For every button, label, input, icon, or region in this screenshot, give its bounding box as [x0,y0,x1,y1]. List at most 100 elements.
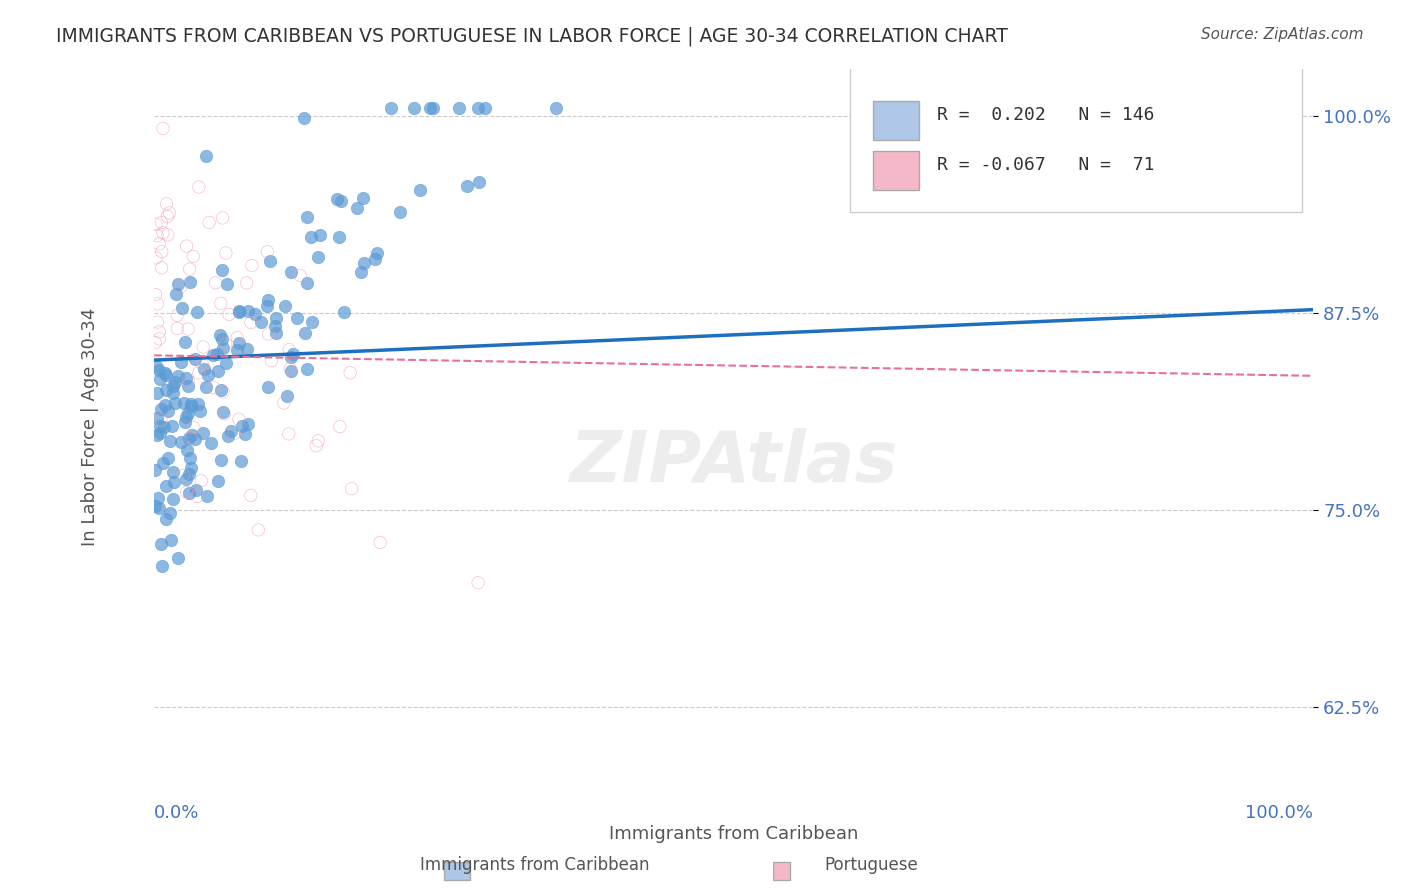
Point [215,277,238,292]
Point [150,215,173,229]
Point [143,499,166,513]
Point [180,460,202,475]
Point [152,121,174,136]
Point [212,404,235,418]
Point [211,262,233,277]
Point [149,426,172,441]
Point [211,211,233,225]
Point [209,383,232,397]
Point [193,340,215,354]
Point [177,406,200,420]
Point [166,369,188,384]
Point [179,431,201,445]
Point [146,491,169,505]
Point [215,337,238,351]
Point [180,400,202,414]
Point [228,303,250,318]
Point [170,279,193,293]
Point [177,467,200,481]
Point [467,101,489,115]
Point [152,226,174,240]
Point [194,380,217,394]
Point [250,315,273,329]
Bar [773,862,790,880]
Point [145,359,167,374]
Point [146,228,169,243]
Point [229,454,252,468]
Point [389,204,412,219]
Point [329,419,352,434]
Point [350,265,373,279]
Point [187,366,209,380]
Point [173,415,195,429]
Point [243,308,266,322]
Point [177,486,200,500]
Point [339,366,361,380]
Text: R =  0.202   N = 146: R = 0.202 N = 146 [936,106,1154,124]
Point [176,443,198,458]
Point [215,246,238,260]
Point [235,276,257,290]
Text: ZIPAtlas: ZIPAtlas [569,428,898,498]
Point [145,411,167,425]
Point [260,353,283,368]
Point [256,244,278,259]
Point [150,244,173,259]
Point [173,395,195,409]
Point [152,420,174,434]
Point [156,210,179,224]
Point [165,287,187,301]
Point [209,328,232,343]
Point [149,371,172,385]
Bar [444,862,470,880]
Point [228,412,250,426]
Point [152,456,174,470]
Point [474,101,496,115]
Point [546,101,568,115]
Point [309,227,332,242]
Point [163,376,186,390]
Point [150,413,173,427]
Point [183,421,205,435]
Point [278,361,301,376]
Point [353,256,375,270]
Point [236,304,259,318]
Point [333,305,356,319]
Point [278,343,301,357]
Point [217,429,239,443]
Point [159,434,181,449]
Point [207,347,229,361]
Point [209,452,232,467]
Point [186,483,208,497]
Point [285,310,308,325]
Point [193,425,215,440]
Point [202,381,225,395]
Point [326,192,349,206]
Point [211,333,233,347]
Point [211,341,233,355]
Point [163,396,186,410]
Point [197,368,219,382]
Point [170,355,193,369]
Point [191,359,214,373]
Point [257,293,280,307]
Point [212,384,235,399]
Point [155,479,177,493]
Point [256,299,278,313]
Point [224,426,246,441]
FancyBboxPatch shape [873,151,920,190]
Point [228,336,250,351]
Point [155,196,177,211]
Point [160,418,183,433]
Point [177,322,200,336]
Point [153,367,176,381]
Point [159,533,181,548]
Point [266,326,288,340]
Point [231,418,253,433]
Point [307,250,329,264]
Point [307,434,329,448]
Point [195,489,218,503]
Point [157,450,180,465]
Point [215,356,238,370]
Point [456,178,478,193]
